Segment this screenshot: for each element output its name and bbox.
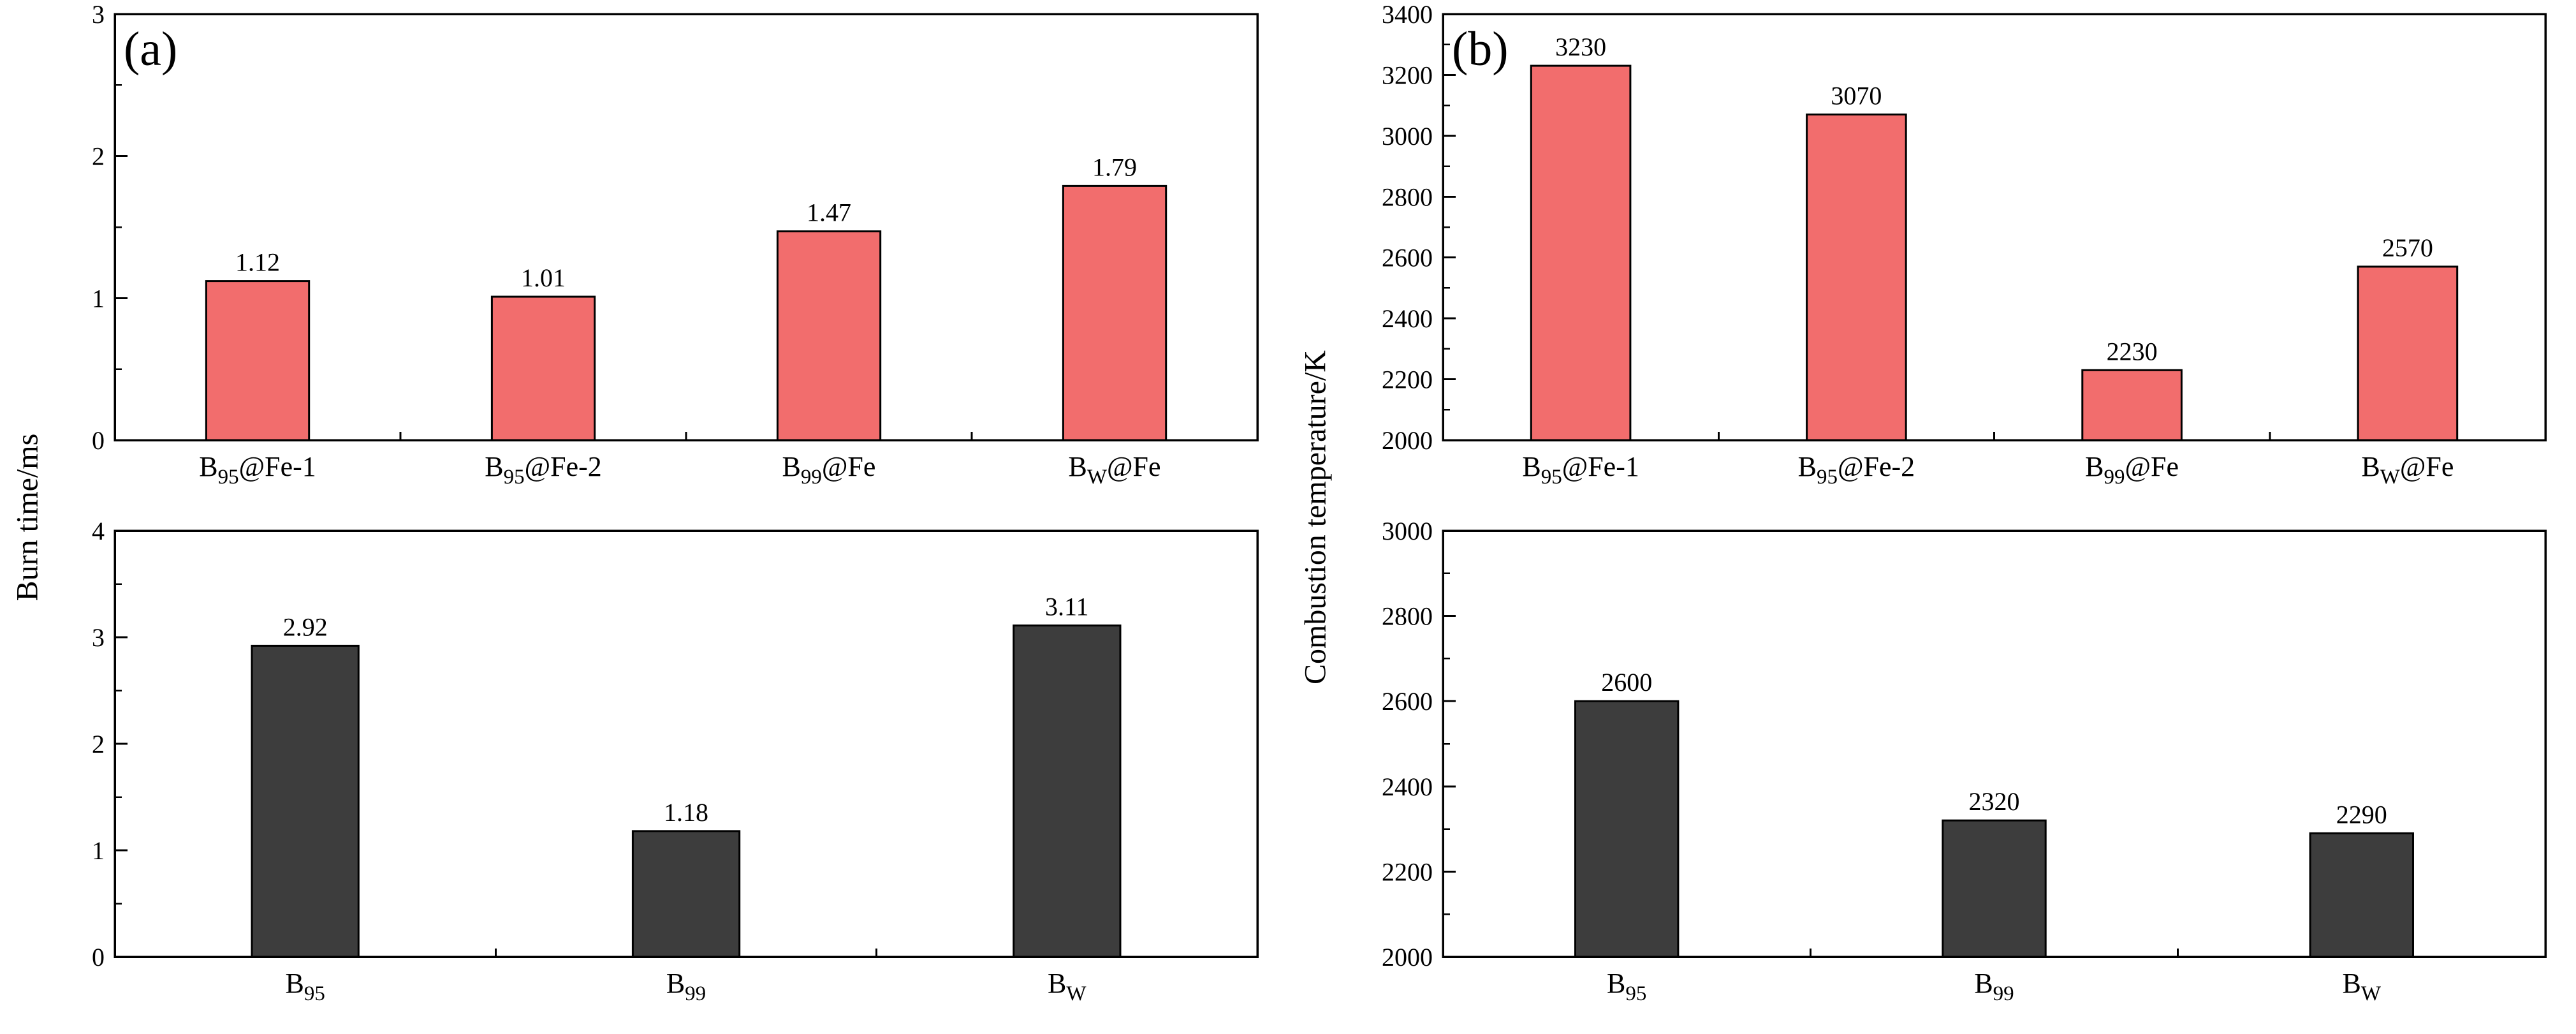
bar [1942, 819, 2047, 958]
y-tick-label: 2800 [1382, 182, 1433, 211]
bar [2309, 832, 2414, 958]
chart-svg-burn-time-fe-coated: 1.12 1.01 1.47 1.79 0 1 2 3 B95@Fe-1 B95@Fe-2 B99@… [92, 0, 1259, 489]
bar-value-label: 1.79 [1092, 152, 1137, 181]
x-category-label: B95 [1607, 968, 1646, 1005]
x-category-label: B99@Fe [2085, 451, 2179, 489]
bar [1013, 624, 1122, 958]
chart-svg-burn-time-raw: 2.92 1.18 3.11 0 1 2 3 4 B95 B99 BW [92, 517, 1259, 1005]
y-tick-label: 3200 [1382, 61, 1433, 89]
y-tick-label: 2 [92, 730, 105, 758]
y-tick-label: 3000 [1382, 517, 1433, 545]
bar-value-label: 2.92 [283, 612, 328, 641]
x-category-label: B99@Fe [782, 451, 876, 489]
x-category-label: B95@Fe-2 [1798, 451, 1915, 489]
panel-a: Burn time/ms 1.12 1.01 1.47 1.79 0 1 2 3 B95@Fe-… [0, 0, 1288, 1034]
bar-value-label: 1.18 [664, 798, 708, 827]
y-tick-label: 2200 [1382, 857, 1433, 886]
chart-svg-combustion-temperature-fe-coated: 3230 3070 2230 2570 2000 2200 2400 2600 2800 3000… [1382, 0, 2547, 489]
y-tick-label: 3 [92, 0, 105, 29]
bar-value-label: 2230 [2107, 337, 2158, 366]
x-category-label: BW [1048, 968, 1087, 1005]
panel-a-charts: 1.12 1.01 1.47 1.79 0 1 2 3 B95@Fe-1 B95@Fe-2 B99@… [54, 0, 1288, 1034]
bar-value-label: 2320 [1969, 787, 2020, 816]
bar-value-label: 1.47 [807, 198, 851, 227]
bar-value-label: 1.01 [521, 263, 566, 292]
x-category-label: BW [2343, 968, 2382, 1005]
y-axis-label-burn-time: Burn time/ms [10, 433, 44, 601]
bar-value-label: 3230 [1555, 33, 1606, 61]
y-tick-label: 4 [92, 517, 105, 545]
x-category-label: B95@Fe-1 [1522, 451, 1639, 489]
x-category-label: B95@Fe-1 [199, 451, 316, 489]
y-tick-label: 2400 [1382, 772, 1433, 801]
panel-letter: (b) [1452, 22, 1509, 76]
bar-value-label: 2290 [2336, 800, 2387, 829]
y-tick-label: 1 [92, 836, 105, 865]
bar [1574, 700, 1680, 958]
y-axis-label-strip-combustion-temperature: Combustion temperature/K [1288, 0, 1342, 1034]
bar-value-label: 1.12 [235, 248, 280, 277]
chart-svg-combustion-temperature-raw: 2600 2320 2290 2000 2200 2400 2600 2800 3000 B95 B… [1382, 517, 2547, 1005]
bar [205, 280, 311, 441]
chart-combustion-temperature-raw: 2600 2320 2290 2000 2200 2400 2600 2800 3000 B95 B… [1342, 517, 2576, 1033]
y-tick-label: 0 [92, 943, 105, 971]
y-tick-label: 3 [92, 623, 105, 652]
y-axis-label-strip-burn-time: Burn time/ms [0, 0, 54, 1034]
chart-burn-time-raw: 2.92 1.18 3.11 0 1 2 3 4 B95 B99 BW [54, 517, 1288, 1033]
y-tick-label: 3000 [1382, 122, 1433, 151]
bar [1806, 114, 1907, 441]
bar [776, 230, 882, 441]
x-category-label: BW@Fe [1068, 451, 1160, 489]
chart-combustion-temperature-fe-coated: 3230 3070 2230 2570 2000 2200 2400 2600 2800 3000… [1342, 0, 2576, 517]
y-tick-label: 2400 [1382, 304, 1433, 333]
y-tick-label: 0 [92, 426, 105, 455]
panel-b: Combustion temperature/K 3230 3070 2230 257… [1288, 0, 2576, 1034]
bar-value-label: 2570 [2382, 233, 2433, 262]
y-axis-label-combustion-temperature: Combustion temperature/K [1298, 350, 1332, 684]
bar-value-label: 2600 [1601, 668, 1652, 697]
bar-value-label: 3070 [1831, 82, 1882, 110]
bar-value-label: 3.11 [1045, 593, 1089, 621]
panel-b-charts: 3230 3070 2230 2570 2000 2200 2400 2600 2800 3000… [1342, 0, 2576, 1034]
x-category-label: B95@Fe-2 [485, 451, 602, 489]
panel-letter: (a) [124, 22, 177, 76]
bar [490, 295, 596, 441]
y-tick-label: 2000 [1382, 426, 1433, 455]
chart-burn-time-fe-coated: 1.12 1.01 1.47 1.79 0 1 2 3 B95@Fe-1 B95@Fe-2 B99@… [54, 0, 1288, 517]
y-tick-label: 2200 [1382, 366, 1433, 394]
y-tick-label: 2600 [1382, 244, 1433, 272]
x-category-label: B99 [1974, 968, 2014, 1005]
y-tick-label: 1 [92, 284, 105, 313]
y-tick-label: 2800 [1382, 602, 1433, 631]
y-tick-label: 2600 [1382, 687, 1433, 716]
y-tick-label: 2000 [1382, 943, 1433, 971]
bar [2081, 369, 2183, 441]
bar [251, 644, 360, 958]
y-tick-label: 2 [92, 142, 105, 171]
y-tick-label: 3400 [1382, 0, 1433, 29]
x-category-label: B99 [666, 968, 706, 1005]
x-category-label: B95 [286, 968, 325, 1005]
x-category-label: BW@Fe [2361, 451, 2454, 489]
bar [1062, 184, 1167, 441]
bar [2357, 265, 2459, 441]
bar [1530, 64, 1632, 441]
bar [631, 830, 741, 958]
